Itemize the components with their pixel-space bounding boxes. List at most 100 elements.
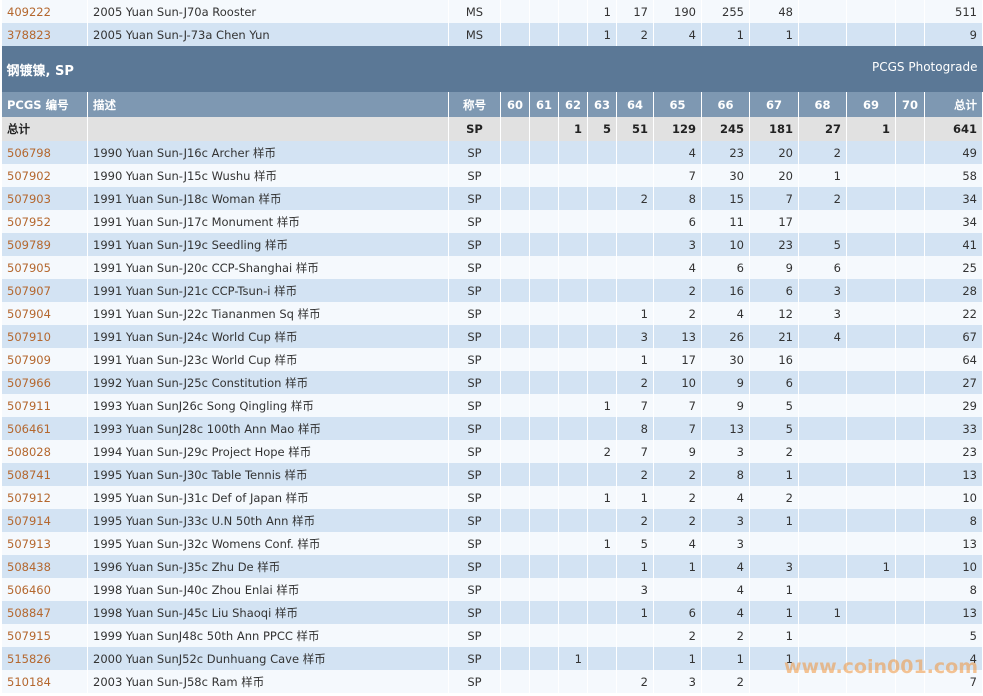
table-cell: 15 [701, 187, 750, 210]
pcgs-link[interactable]: 507902 [7, 168, 51, 183]
table-cell: 68 [798, 92, 847, 117]
pcgs-link[interactable]: 510184 [7, 674, 51, 689]
table-cell: 7 [653, 394, 702, 417]
pcgs-link[interactable]: 378823 [7, 27, 51, 42]
table-row: 509789 1991 Yuan Sun-J19c Seedling 样币 SP 3 1… [1, 233, 983, 256]
table-cell [558, 141, 588, 164]
table-cell: 4 [653, 532, 702, 555]
table-cell: 5 [587, 117, 617, 141]
table-cell: 507914 [1, 509, 88, 532]
table-cell: 16 [749, 348, 799, 371]
table-cell [895, 555, 925, 578]
table-cell: 1 [653, 555, 702, 578]
table-cell: 1991 Yuan Sun-J17c Monument 样币 [87, 210, 449, 233]
table-cell: 506798 [1, 141, 88, 164]
table-cell: SP [448, 670, 501, 693]
table-row: 409222 2005 Yuan Sun-J70a Rooster MS 1 17 190… [1, 0, 983, 23]
table-cell: SP [448, 555, 501, 578]
table-cell [587, 256, 617, 279]
table-cell [798, 348, 847, 371]
pcgs-link[interactable]: 507915 [7, 628, 51, 643]
table-cell [558, 486, 588, 509]
pcgs-link[interactable]: 507966 [7, 375, 51, 390]
pcgs-link[interactable]: 506461 [7, 421, 51, 436]
table-cell: 30 [701, 348, 750, 371]
pcgs-link[interactable]: 508847 [7, 605, 51, 620]
table-row: 515826 2000 Yuan SunJ52c Dunhuang Cave 样币… [1, 647, 983, 670]
pcgs-link[interactable]: 507914 [7, 513, 51, 528]
pcgs-link[interactable]: 507952 [7, 214, 51, 229]
table-cell [749, 670, 799, 693]
table-cell: 6 [749, 279, 799, 302]
pcgs-link[interactable]: 515826 [7, 651, 51, 666]
table-cell: SP [448, 440, 501, 463]
pcgs-link[interactable]: 507905 [7, 260, 51, 275]
table-cell [558, 624, 588, 647]
table-cell: 1995 Yuan Sun-J30c Table Tennis 样币 [87, 463, 449, 486]
pcgs-link[interactable]: 508741 [7, 467, 51, 482]
pcgs-link[interactable]: 409222 [7, 4, 51, 19]
table-cell [587, 670, 617, 693]
table-cell [798, 624, 847, 647]
section-cell: 钢镀镍, SP PCGS Photograde [1, 46, 983, 92]
table-cell: 1991 Yuan Sun-J19c Seedling 样币 [87, 233, 449, 256]
table-cell: 1 [587, 486, 617, 509]
pcgs-link[interactable]: 507904 [7, 306, 51, 321]
table-cell [529, 117, 559, 141]
table-cell: 2 [653, 509, 702, 532]
table-cell: 129 [653, 117, 702, 141]
table-cell: 7 [653, 164, 702, 187]
watermark: www.coin001.com [784, 656, 979, 678]
table-cell: 9 [701, 371, 750, 394]
table-cell [798, 532, 847, 555]
table-cell [558, 210, 588, 233]
table-row: 510184 2003 Yuan Sun-J58c Ram 样币 SP 2 3 2 7 [1, 670, 983, 693]
pcgs-link[interactable]: 507907 [7, 283, 51, 298]
table-cell [895, 164, 925, 187]
pcgs-link[interactable]: 508438 [7, 559, 51, 574]
table-cell: 2 [616, 187, 654, 210]
table-cell: SP [448, 394, 501, 417]
table-cell [895, 233, 925, 256]
table-cell: 6 [653, 601, 702, 624]
table-cell: 17 [749, 210, 799, 233]
table-cell: SP [448, 187, 501, 210]
table-cell: 30 [701, 164, 750, 187]
table-cell: 称号 [448, 92, 501, 117]
table-cell [529, 670, 559, 693]
table-cell: PCGS 编号 [1, 92, 88, 117]
table-cell: 1 [798, 601, 847, 624]
pcgs-link[interactable]: 506460 [7, 582, 51, 597]
pcgs-link[interactable]: 507912 [7, 490, 51, 505]
table-cell [529, 0, 559, 23]
pcgs-link[interactable]: 507913 [7, 536, 51, 551]
table-cell: 2 [587, 440, 617, 463]
table-cell: 1998 Yuan Sun-J40c Zhou Enlai 样币 [87, 578, 449, 601]
table-cell: 181 [749, 117, 799, 141]
table-cell [587, 417, 617, 440]
table-cell: 2 [616, 23, 654, 46]
pcgs-link[interactable]: 507909 [7, 352, 51, 367]
table-cell: 2 [653, 279, 702, 302]
table-cell: 4 [798, 325, 847, 348]
table-cell: 3 [749, 555, 799, 578]
table-cell [587, 463, 617, 486]
pcgs-link[interactable]: 507911 [7, 398, 51, 413]
table-cell [587, 325, 617, 348]
table-cell: 22 [924, 302, 983, 325]
pcgs-link[interactable]: 507903 [7, 191, 51, 206]
table-cell [558, 509, 588, 532]
table-cell [895, 279, 925, 302]
table-cell: 9 [701, 394, 750, 417]
table-row: 507905 1991 Yuan Sun-J20c CCP-Shanghai 样币… [1, 256, 983, 279]
table-cell [558, 0, 588, 23]
table-cell: 1 [587, 23, 617, 46]
table-cell: 2 [749, 486, 799, 509]
pcgs-link[interactable]: 509789 [7, 237, 51, 252]
pcgs-link[interactable]: 507910 [7, 329, 51, 344]
table-cell [587, 210, 617, 233]
pcgs-link[interactable]: 506798 [7, 145, 51, 160]
pcgs-link[interactable]: 508028 [7, 444, 51, 459]
table-cell: 507905 [1, 256, 88, 279]
table-cell: 41 [924, 233, 983, 256]
